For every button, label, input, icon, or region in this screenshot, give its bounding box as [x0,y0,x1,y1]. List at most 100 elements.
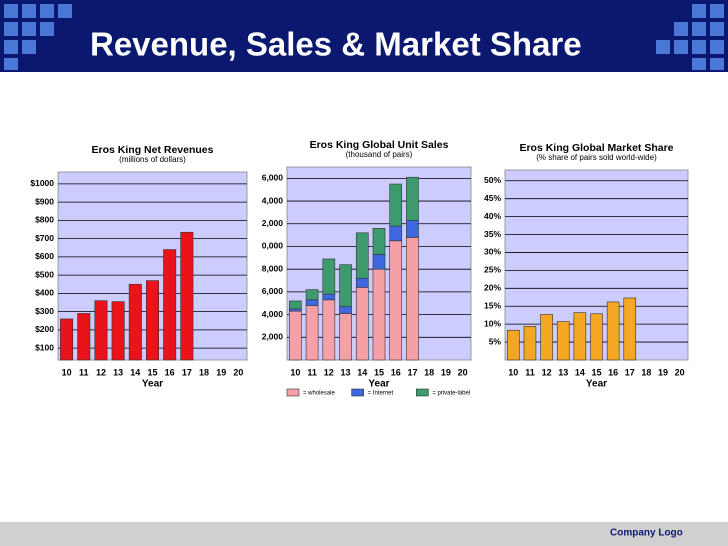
bar [163,249,177,361]
x-tick-label: 14 [130,367,140,377]
bar [94,300,108,361]
bar [339,264,352,307]
bar [339,313,352,361]
bar [540,314,553,361]
header-band [0,0,728,72]
bar [372,228,386,255]
y-tick-label: 2,000 [262,332,284,342]
y-tick-label: 50% [484,175,501,185]
x-tick-label: 11 [307,367,317,377]
y-tick-label: 6,000 [262,286,284,296]
y-tick-label: 4,000 [262,309,284,319]
bar [406,176,419,221]
legend-label: = private-label [432,391,470,397]
bar [146,280,159,361]
y-tick-label: 15% [484,300,501,310]
x-tick-label: 17 [625,367,635,377]
x-tick-label: 10 [290,367,300,377]
chart-title: Eros King Net Revenues [92,144,214,156]
x-tick-label: 18 [199,367,209,377]
y-tick-label: $900 [35,196,54,206]
y-tick-label: 30% [484,247,501,257]
bar [406,237,419,361]
bar [389,183,403,227]
x-tick-label: 12 [96,367,106,377]
chart-subtitle: (millions of dollars) [119,155,186,164]
bar [289,310,302,361]
x-tick-label: 17 [407,367,417,377]
legend-swatch [416,388,429,397]
x-tick-label: 10 [62,367,72,377]
x-tick-label: 14 [357,367,367,377]
y-tick-label: $300 [35,306,54,316]
y-tick-label: $700 [35,233,54,243]
bar [305,305,319,361]
chart-subtitle: (% share of pairs sold world-wide) [536,153,657,162]
x-tick-label: 20 [458,367,468,377]
footer-band [0,522,728,546]
bar [305,289,319,301]
footer-text: Company Logo [610,528,683,539]
y-tick-label: 2,000 [262,218,284,228]
x-tick-label: 15 [591,367,601,377]
bar [322,258,336,295]
x-tick-label: 10 [508,367,518,377]
bar [180,231,194,361]
legend-label: = Internet [368,391,394,397]
x-tick-label: 20 [233,367,243,377]
x-tick-label: 12 [542,367,552,377]
legend-label: = wholesale [303,391,336,397]
y-tick-label: $200 [35,324,54,334]
x-tick-label: 13 [113,367,123,377]
y-tick-label: 10% [484,318,501,328]
x-tick-label: 14 [575,367,585,377]
bar [523,326,537,361]
y-tick-label: $500 [35,269,54,279]
bar [556,321,570,361]
x-tick-label: 16 [391,367,401,377]
bar [389,225,403,242]
x-tick-label: 15 [374,367,384,377]
slide-title: Revenue, Sales & Market Share [90,26,582,63]
chart-title: Eros King Global Unit Sales [310,139,449,151]
bar [128,283,142,361]
y-tick-label: $400 [35,288,54,298]
bar [355,232,369,279]
legend-swatch [351,388,364,397]
x-axis-label: Year [586,379,607,390]
bar [372,268,386,361]
x-tick-label: 15 [147,367,157,377]
bar [389,240,403,361]
x-tick-label: 19 [216,367,226,377]
legend-swatch [286,388,300,397]
bar [339,306,352,314]
bar [606,301,620,361]
x-tick-label: 13 [558,367,568,377]
y-tick-label: 45% [484,193,501,203]
x-tick-label: 16 [165,367,175,377]
bar [406,220,419,238]
x-tick-label: 19 [658,367,668,377]
bar [289,308,302,312]
x-tick-label: 18 [641,367,651,377]
x-tick-label: 11 [525,367,535,377]
y-tick-label: $600 [35,251,54,261]
x-tick-label: 13 [341,367,351,377]
y-tick-label: 4,000 [262,195,284,205]
bar [623,297,637,361]
bar [60,318,74,361]
x-tick-label: 20 [675,367,685,377]
bar [573,312,587,361]
y-tick-label: 6,000 [262,173,284,183]
bar [355,277,369,288]
y-tick-label: 20% [484,283,501,293]
y-tick-label: 8,000 [262,263,284,273]
y-tick-label: $100 [35,342,54,352]
chart-subtitle: (thousand of pairs) [346,150,413,159]
bar [322,299,336,361]
bar [355,287,369,361]
x-tick-label: 16 [608,367,618,377]
bar [305,299,319,306]
x-tick-label: 12 [324,367,334,377]
